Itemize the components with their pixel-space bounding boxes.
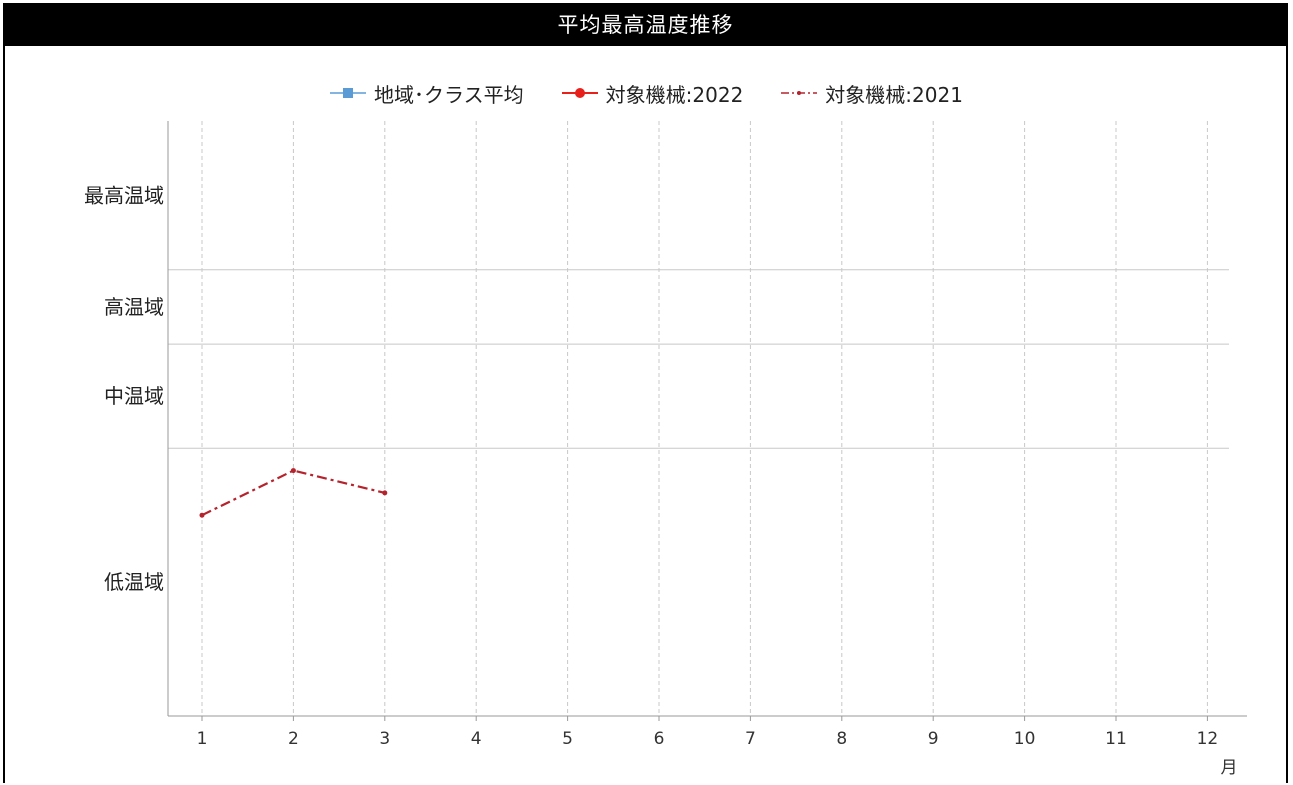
legend-label-region-avg: 地域･クラス平均	[374, 82, 524, 107]
x-tick-label: 9	[928, 729, 939, 749]
x-axis-title: 月	[1221, 758, 1238, 778]
y-band-label: 低温域	[104, 570, 164, 594]
legend-dashdot-marker-icon	[781, 91, 818, 95]
legend: 地域･クラス平均 対象機械:2022 対象機械:2021	[5, 75, 1286, 111]
legend-item-region-avg[interactable]: 地域･クラス平均	[328, 79, 524, 108]
y-band-label: 最高温域	[84, 183, 164, 207]
x-tick-label: 4	[471, 729, 482, 749]
x-tick-label: 2	[288, 729, 299, 749]
x-tick-label: 6	[654, 729, 665, 749]
legend-square-marker-icon	[330, 88, 367, 98]
data-point	[382, 490, 388, 496]
data-point	[290, 468, 296, 474]
x-tick-label: 1	[197, 729, 208, 749]
legend-item-series-2022[interactable]: 対象機械:2022	[560, 79, 744, 108]
x-tick-label: 7	[745, 729, 756, 749]
legend-label-series-2022: 対象機械:2022	[605, 82, 744, 107]
legend-circle-marker-icon	[561, 88, 598, 98]
x-tick-label: 8	[836, 729, 847, 749]
y-band-label: 高温域	[104, 295, 164, 319]
chart-panel: 平均最高温度推移 1 2 3 4 5 6 7 8 9 10 11 12 最高温域 高温域 中温域 低温域月 地…	[3, 3, 1288, 783]
legend-item-series-2021[interactable]: 対象機械:2021	[779, 79, 963, 108]
x-tick-label: 3	[379, 729, 390, 749]
y-band-label: 中温域	[104, 384, 164, 408]
x-tick-label: 10	[1014, 729, 1036, 749]
chart-title: 平均最高温度推移	[5, 5, 1286, 46]
data-point	[199, 512, 205, 518]
x-tick-label: 12	[1197, 729, 1219, 749]
x-tick-label: 5	[562, 729, 573, 749]
legend-label-series-2021: 対象機械:2021	[825, 82, 963, 107]
x-tick-label: 11	[1105, 729, 1127, 749]
